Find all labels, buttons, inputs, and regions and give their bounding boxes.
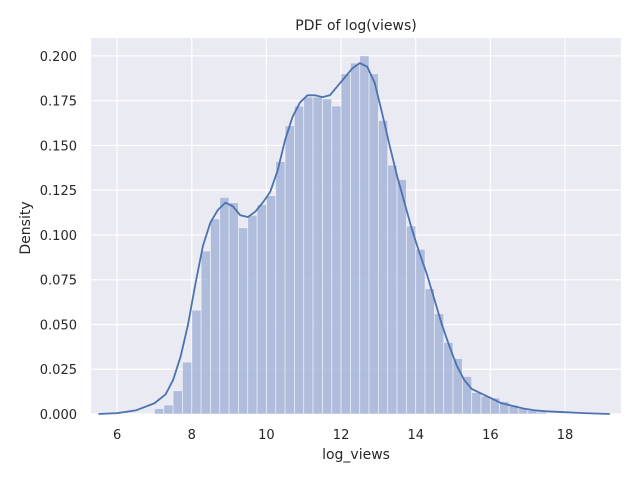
y-tick-label: 0.125 (40, 184, 77, 199)
histogram-bar (340, 73, 351, 415)
y-tick-label: 0.100 (40, 229, 77, 244)
histogram-bar (219, 196, 230, 415)
histogram-bar (350, 62, 361, 415)
kde-density-line (98, 62, 610, 415)
histogram-bar (275, 161, 286, 415)
chart-title: PDF of log(views) (295, 18, 416, 34)
histogram-bar (405, 225, 417, 415)
histogram-bar (200, 250, 211, 415)
histogram-bar (247, 214, 258, 415)
histogram-bar (415, 248, 426, 415)
histogram-bar (377, 119, 389, 415)
histogram-bars (154, 55, 547, 415)
histogram-bar (359, 55, 370, 415)
histogram-bar (266, 195, 277, 415)
x-tick-label: 18 (557, 428, 574, 443)
histogram-bar (471, 392, 482, 415)
y-tick-label: 0.200 (40, 50, 77, 65)
histogram-bar (238, 227, 249, 415)
x-tick-label: 6 (113, 428, 121, 443)
histogram-bar (424, 288, 435, 415)
histogram-bar (322, 98, 333, 415)
histogram-bar (191, 309, 202, 415)
y-tick-label: 0.050 (40, 318, 77, 333)
histogram-bar (182, 361, 193, 415)
histogram-bar (368, 73, 379, 415)
y-tick-label: 0.000 (40, 408, 77, 423)
histogram-bar (536, 411, 547, 415)
histogram-bar (331, 105, 342, 415)
histogram-bar (387, 164, 398, 415)
histogram-bar (433, 313, 445, 415)
histogram-bar (154, 408, 165, 415)
histogram-bar (303, 96, 314, 415)
histogram-bar (210, 218, 221, 415)
y-axis-title: Density (18, 201, 34, 254)
histogram-bar (172, 390, 183, 415)
histogram-bar (256, 204, 267, 415)
x-tick-label: 14 (407, 428, 424, 443)
y-tick-label: 0.025 (40, 363, 77, 378)
histogram-bar (396, 179, 407, 415)
x-tick-label: 10 (258, 428, 275, 443)
y-axis-tick-labels: 0.000 0.025 0.050 0.075 0.100 0.125 0.150 0.175… (40, 50, 77, 423)
histogram-bar (312, 96, 323, 415)
histogram-bar (163, 404, 174, 415)
y-tick-label: 0.175 (40, 95, 77, 110)
histogram-bar (480, 395, 491, 415)
y-tick-label: 0.150 (40, 139, 77, 154)
y-tick-label: 0.075 (40, 274, 77, 289)
x-tick-label: 12 (333, 428, 350, 443)
x-axis-tick-labels: 6 8 10 12 14 16 18 (113, 428, 573, 443)
x-tick-label: 16 (482, 428, 499, 443)
histogram-bar (294, 105, 305, 415)
x-tick-label: 8 (188, 428, 196, 443)
x-axis-title: log_views (322, 447, 390, 463)
histogram-bar (284, 125, 295, 415)
histogram-bar (228, 202, 239, 415)
